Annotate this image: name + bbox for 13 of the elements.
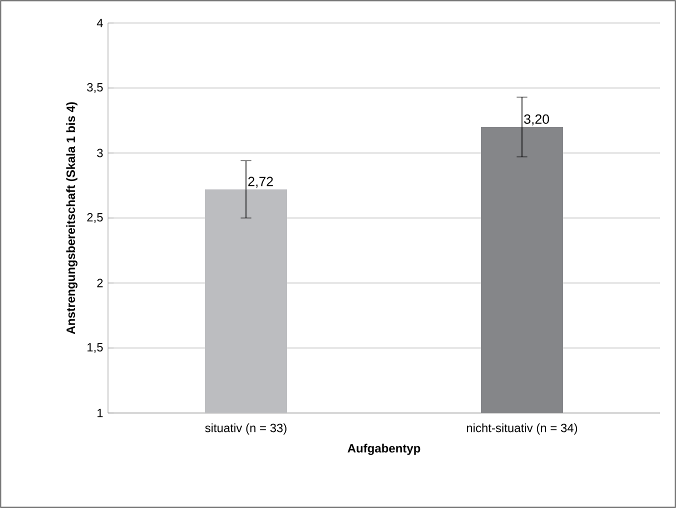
- y-tick-label: 3,5: [87, 83, 103, 93]
- x-tick-label: nicht-situativ (n = 34): [466, 423, 578, 435]
- y-tick-label: 2: [97, 278, 103, 288]
- y-tick-label: 4: [96, 18, 103, 28]
- y-tick-label: 2,5: [87, 213, 103, 223]
- x-tick-label: situativ (n = 33): [205, 423, 286, 435]
- data-label: 2,72: [248, 176, 273, 188]
- y-tick-label: 1: [98, 408, 103, 418]
- x-axis-title: Aufgabentyp: [348, 444, 420, 455]
- y-tick-label: 1,5: [88, 343, 103, 353]
- y-axis-title: Anstrengungsbereitschaft (Skala 1 bis 4): [66, 102, 78, 334]
- data-label: 3,20: [524, 114, 550, 126]
- y-tick-label: 3: [97, 148, 103, 158]
